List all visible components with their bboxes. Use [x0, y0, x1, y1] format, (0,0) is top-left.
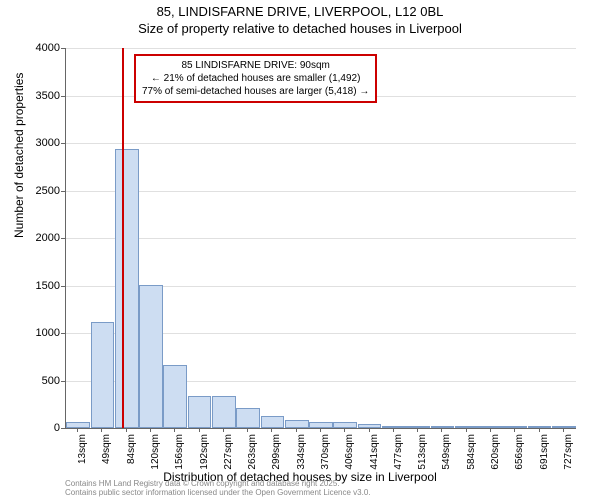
- footer: Contains HM Land Registry data © Crown c…: [65, 479, 371, 498]
- chart-title: 85, LINDISFARNE DRIVE, LIVERPOOL, L12 0B…: [0, 0, 600, 19]
- annotation-box: 85 LINDISFARNE DRIVE: 90sqm ← 21% of det…: [134, 54, 377, 103]
- grid-line: [66, 143, 576, 144]
- x-tick-mark: [369, 428, 370, 432]
- histogram-bar: [236, 408, 260, 428]
- histogram-bar: [455, 426, 479, 428]
- x-tick-mark: [77, 428, 78, 432]
- histogram-bar: [552, 426, 576, 428]
- x-tick-mark: [174, 428, 175, 432]
- x-tick-mark: [101, 428, 102, 432]
- x-tick-mark: [271, 428, 272, 432]
- grid-line: [66, 238, 576, 239]
- histogram-bar: [163, 365, 187, 428]
- histogram-bar: [188, 396, 212, 428]
- x-tick-mark: [247, 428, 248, 432]
- x-tick-mark: [296, 428, 297, 432]
- x-tick-mark: [563, 428, 564, 432]
- histogram-bar: [91, 322, 115, 428]
- x-tick-mark: [199, 428, 200, 432]
- y-tick-label: 3500: [20, 90, 60, 102]
- x-tick-mark: [490, 428, 491, 432]
- x-tick-mark: [539, 428, 540, 432]
- plot-area: 85 LINDISFARNE DRIVE: 90sqm ← 21% of det…: [65, 48, 576, 429]
- grid-line: [66, 191, 576, 192]
- y-tick-label: 2500: [20, 185, 60, 197]
- histogram-bar: [212, 396, 236, 428]
- x-tick-mark: [126, 428, 127, 432]
- x-tick-mark: [441, 428, 442, 432]
- annotation-line2: ← 21% of detached houses are smaller (1,…: [142, 72, 369, 85]
- y-tick-label: 3000: [20, 137, 60, 149]
- x-tick-mark: [344, 428, 345, 432]
- y-tick-label: 4000: [20, 42, 60, 54]
- x-tick-mark: [320, 428, 321, 432]
- histogram-bar: [139, 285, 163, 428]
- y-tick-label: 500: [20, 375, 60, 387]
- x-tick-mark: [223, 428, 224, 432]
- footer-line2: Contains public sector information licen…: [65, 488, 371, 498]
- grid-line: [66, 48, 576, 49]
- histogram-bar: [382, 426, 406, 428]
- x-tick-mark: [393, 428, 394, 432]
- histogram-bar: [285, 420, 309, 428]
- footer-line1: Contains HM Land Registry data © Crown c…: [65, 479, 371, 489]
- y-tick-label: 1000: [20, 327, 60, 339]
- annotation-line1: 85 LINDISFARNE DRIVE: 90sqm: [142, 59, 369, 72]
- marker-line: [122, 48, 124, 428]
- chart-subtitle: Size of property relative to detached ho…: [0, 21, 600, 36]
- x-tick-mark: [150, 428, 151, 432]
- histogram-bar: [115, 149, 139, 428]
- x-tick-mark: [514, 428, 515, 432]
- x-tick-mark: [466, 428, 467, 432]
- histogram-bar: [261, 416, 285, 428]
- y-tick-label: 0: [20, 422, 60, 434]
- y-tick-label: 1500: [20, 280, 60, 292]
- annotation-line3: 77% of semi-detached houses are larger (…: [142, 85, 369, 98]
- y-tick-label: 2000: [20, 232, 60, 244]
- chart-container: 85, LINDISFARNE DRIVE, LIVERPOOL, L12 0B…: [0, 0, 600, 500]
- x-tick-mark: [417, 428, 418, 432]
